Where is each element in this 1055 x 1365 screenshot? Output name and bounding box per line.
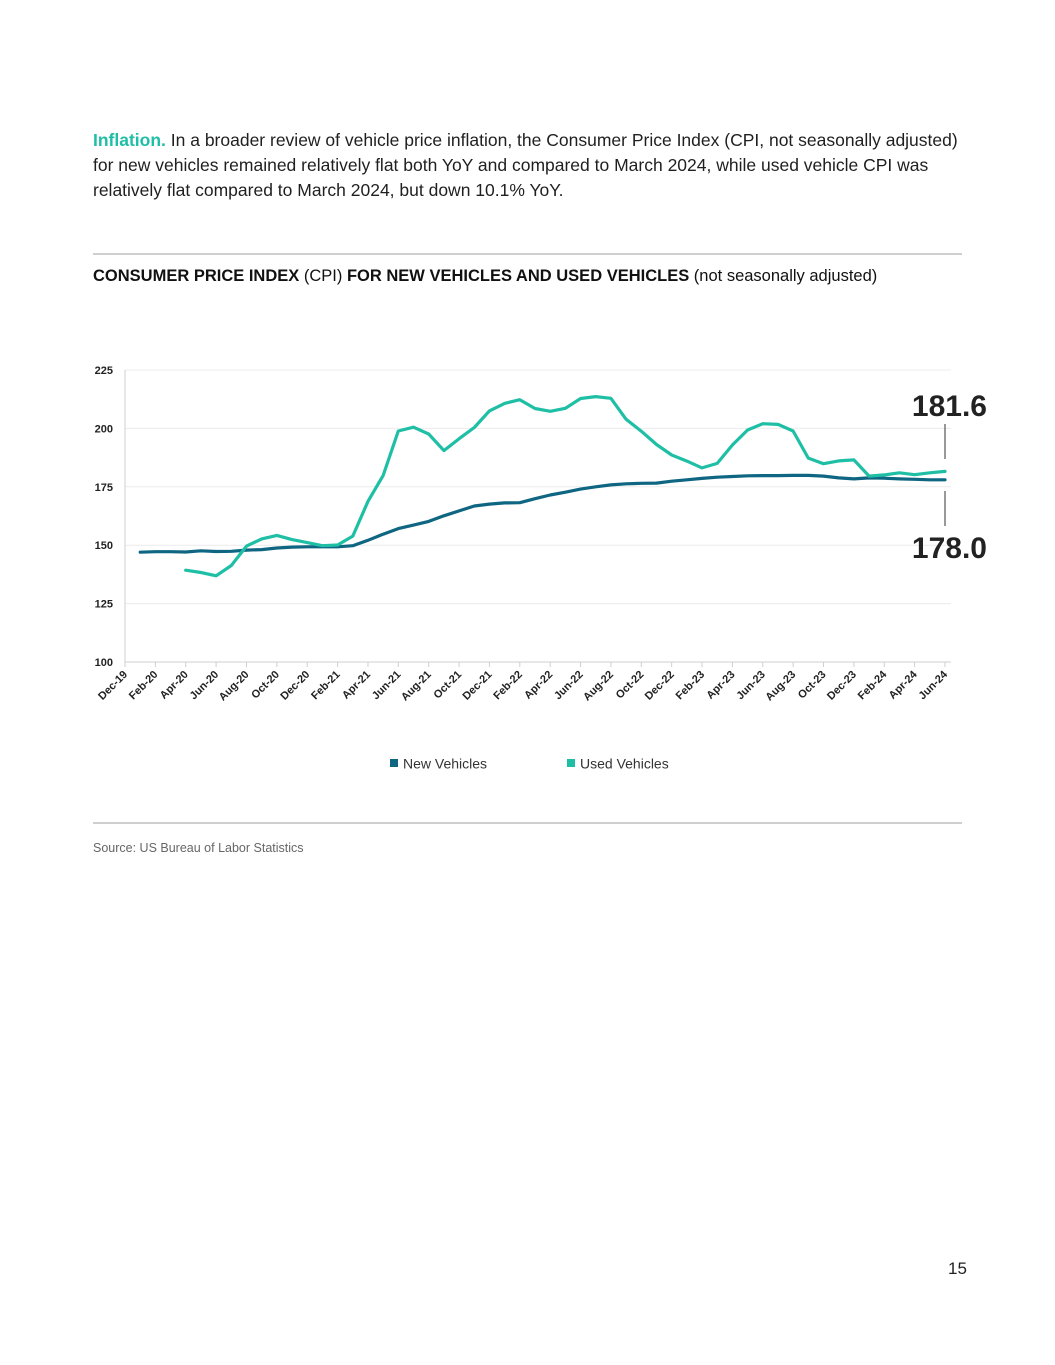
x-tick-label: Oct-21 bbox=[431, 669, 464, 702]
new-end-value-label: 178.0 bbox=[912, 532, 987, 565]
legend-swatch bbox=[567, 759, 575, 767]
x-tick-label: Oct-22 bbox=[614, 669, 647, 702]
x-tick-label: Aug-22 bbox=[581, 669, 616, 704]
y-tick-label: 150 bbox=[95, 540, 113, 552]
x-tick-label: Jun-21 bbox=[370, 669, 404, 703]
paragraph-text: In a broader review of vehicle price inf… bbox=[93, 130, 958, 200]
intro-paragraph: Inflation. In a broader review of vehicl… bbox=[93, 128, 973, 203]
y-tick-label: 200 bbox=[95, 423, 113, 435]
x-tick-label: Feb-24 bbox=[856, 668, 890, 702]
new-vehicles-line bbox=[138, 473, 947, 554]
x-tick-label: Jun-22 bbox=[552, 669, 586, 703]
chart-title-part3: FOR NEW VEHICLES AND USED VEHICLES bbox=[346, 267, 690, 285]
x-tick-label: Feb-22 bbox=[491, 669, 525, 703]
legend-label: Used Vehicles bbox=[580, 756, 669, 772]
y-tick-label: 175 bbox=[95, 482, 113, 494]
y-tick-label: 100 bbox=[95, 657, 113, 669]
chart-title-part4: (not seasonally adjusted) bbox=[689, 267, 878, 285]
top-divider bbox=[93, 253, 962, 255]
x-tick-label: Dec-21 bbox=[461, 669, 495, 703]
x-tick-label: Jun-24 bbox=[917, 668, 951, 702]
x-tick-label: Apr-24 bbox=[887, 668, 921, 702]
x-tick-label: Dec-22 bbox=[643, 669, 677, 703]
legend-label: New Vehicles bbox=[403, 756, 487, 772]
y-tick-label: 125 bbox=[95, 599, 113, 611]
chart-title-part1: CONSUMER PRICE INDEX bbox=[93, 267, 300, 285]
paragraph-lead: Inflation. bbox=[93, 130, 166, 150]
legend-swatch bbox=[390, 759, 398, 767]
chart-title-part2: (CPI) bbox=[299, 267, 347, 285]
x-tick-label: Oct-20 bbox=[249, 669, 282, 702]
x-tick-label: Dec-23 bbox=[825, 669, 859, 703]
cpi-line-chart: 100125150175200225Dec-19Feb-20Apr-20Jun-… bbox=[95, 365, 987, 772]
used-vehicles-line bbox=[184, 395, 947, 578]
x-tick-label: Feb-23 bbox=[674, 669, 708, 703]
x-tick-label: Feb-20 bbox=[127, 669, 161, 703]
x-tick-label: Apr-20 bbox=[158, 669, 191, 702]
x-tick-label: Jun-23 bbox=[734, 669, 768, 703]
used-end-value-label: 181.6 bbox=[912, 390, 987, 423]
x-tick-label: Aug-23 bbox=[763, 669, 798, 704]
x-tick-label: Feb-21 bbox=[309, 669, 343, 703]
y-tick-label: 225 bbox=[95, 365, 113, 377]
x-tick-label: Aug-20 bbox=[217, 669, 252, 704]
page-number: 15 bbox=[948, 1259, 967, 1278]
bottom-divider bbox=[93, 822, 962, 824]
x-tick-label: Aug-21 bbox=[399, 669, 434, 704]
x-tick-label: Dec-19 bbox=[96, 669, 130, 703]
x-tick-label: Dec-20 bbox=[278, 669, 312, 703]
x-tick-label: Jun-20 bbox=[188, 669, 222, 703]
x-tick-label: Oct-23 bbox=[796, 669, 829, 702]
source-note: Source: US Bureau of Labor Statistics bbox=[93, 841, 304, 855]
chart-title: CONSUMER PRICE INDEX (CPI) FOR NEW VEHIC… bbox=[93, 267, 993, 286]
x-tick-label: Apr-21 bbox=[340, 669, 373, 702]
x-tick-label: Apr-22 bbox=[522, 669, 555, 702]
x-tick-label: Apr-23 bbox=[704, 669, 737, 702]
